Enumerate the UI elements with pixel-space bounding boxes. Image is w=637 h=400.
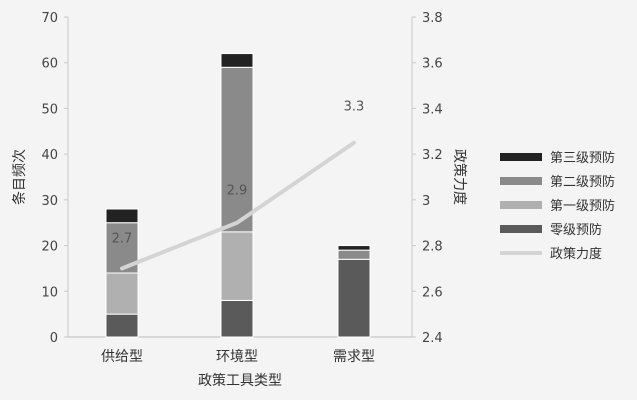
right-tick-label: 3.2 xyxy=(422,148,443,163)
legend-label: 第三级预防 xyxy=(550,150,615,166)
bar-segment xyxy=(105,272,139,315)
legend-swatch xyxy=(500,177,542,185)
x-tick-label: 环境型 xyxy=(216,349,258,365)
right-tick-label: 3.8 xyxy=(422,11,443,26)
right-tick-label: 3.6 xyxy=(422,57,443,72)
bar-segment xyxy=(337,249,371,260)
left-tick-label: 50 xyxy=(41,102,58,117)
legend-label: 政策力度 xyxy=(550,246,602,262)
right-tick-label: 2.6 xyxy=(422,285,443,300)
left-tick-label: 30 xyxy=(41,194,58,209)
left-tick-label: 60 xyxy=(41,57,58,72)
legend-label: 零级预防 xyxy=(550,222,602,238)
legend-label: 第一级预防 xyxy=(550,198,615,214)
bar-segment xyxy=(337,258,371,338)
legend-swatch xyxy=(500,225,542,233)
bar-segment xyxy=(105,208,139,224)
line-series-policy-strength xyxy=(120,140,356,271)
right-axis-title: 政策力度 xyxy=(451,149,468,205)
line-data-label: 2.9 xyxy=(227,184,248,199)
bar-segment xyxy=(220,53,254,68)
x-tick-label: 供给型 xyxy=(101,349,143,365)
x-axis-title: 政策工具类型 xyxy=(198,372,282,389)
x-tick-label: 需求型 xyxy=(333,349,375,365)
left-tick-label: 0 xyxy=(50,331,58,346)
legend-swatch xyxy=(500,201,542,209)
line-data-label: 3.3 xyxy=(344,100,365,115)
legend-label: 第二级预防 xyxy=(550,174,615,190)
left-tick-label: 10 xyxy=(41,285,58,300)
left-tick-label: 20 xyxy=(41,240,58,255)
right-tick-label: 3 xyxy=(422,194,430,209)
left-tick-label: 70 xyxy=(41,11,58,26)
bar-segment xyxy=(337,245,371,251)
right-tick-label: 2.8 xyxy=(422,240,443,255)
right-tick-label: 2.4 xyxy=(422,331,443,346)
bar-segment xyxy=(220,299,254,338)
bar-segment xyxy=(220,66,254,233)
right-tick-label: 3.4 xyxy=(422,102,443,117)
line-data-label: 2.7 xyxy=(112,231,133,246)
left-axis-title: 条目频次 xyxy=(11,149,28,205)
legend-swatch xyxy=(500,153,542,161)
bar-segment xyxy=(220,231,254,301)
bar-segment xyxy=(105,313,139,338)
left-tick-label: 40 xyxy=(41,148,58,163)
